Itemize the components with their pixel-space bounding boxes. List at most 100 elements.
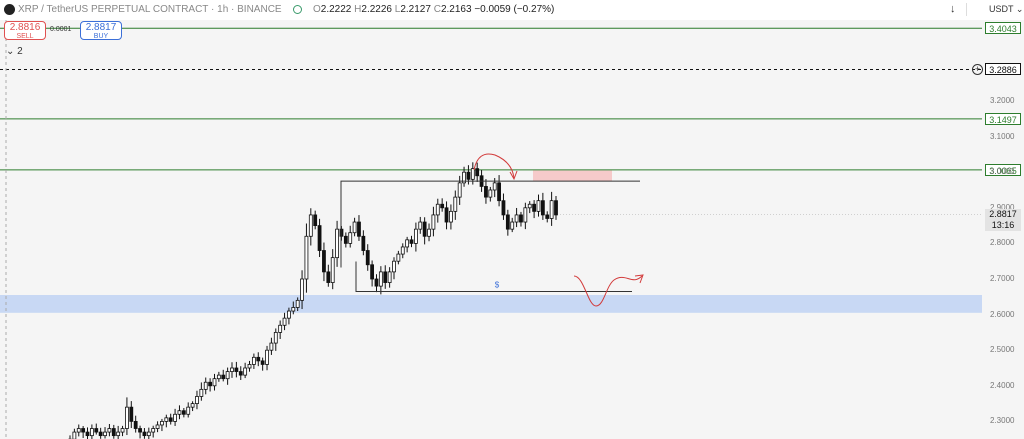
currency-select[interactable]: USDT ⌄: [989, 4, 1024, 14]
candle-body-73: [387, 271, 392, 283]
candle-body-104: [523, 207, 528, 223]
level-label-2[interactable]: 3.1497: [985, 112, 1021, 125]
indicators-toggle[interactable]: ⌄ 2: [6, 46, 23, 57]
projection-path: [573, 275, 643, 307]
candle-body-17: [142, 431, 147, 437]
spread-value: 0.0001: [50, 26, 72, 33]
change-value: −0.0059 (−0.27%): [474, 4, 555, 15]
candle-body-43: [256, 356, 261, 362]
sell-button[interactable]: 2.8816 SELL: [4, 21, 46, 40]
candle-body-20: [155, 424, 160, 429]
sell-price: 2.8816: [9, 22, 41, 33]
projection-arrowhead: [634, 274, 644, 284]
candle-body-60: [330, 257, 335, 283]
candle-body-61: [335, 228, 339, 259]
candle-body-41: [247, 364, 252, 369]
candle-body-5: [89, 428, 94, 437]
candle-body-79: [413, 228, 418, 244]
candle-body-48: [278, 324, 283, 333]
add-alert-icon[interactable]: +: [972, 64, 983, 75]
candle-body-77: [405, 239, 410, 248]
candle-body-37: [230, 367, 234, 372]
candle-body-88: [453, 196, 458, 212]
candle-body-31: [203, 381, 208, 390]
candle-body-76: [400, 246, 405, 255]
candle-body-108: [540, 200, 545, 216]
y-tick-label-7: 2.5000: [990, 345, 1015, 355]
demand-zone: [0, 295, 982, 313]
candle-body-47: [273, 331, 278, 344]
y-tick-label-5: 2.7000: [990, 274, 1015, 283]
candle-body-44: [260, 360, 265, 365]
candle-body-83: [431, 214, 436, 230]
y-tick-label-6: 2.6000: [990, 309, 1015, 319]
candle-body-65: [352, 221, 357, 234]
visibility-icon[interactable]: [293, 5, 302, 14]
candle-body-45: [265, 349, 269, 365]
candle-body-27: [186, 406, 191, 415]
candle-body-58: [322, 250, 326, 273]
symbol-bar: XRP / TetherUS PERPETUAL CONTRACT · 1h ·…: [0, 0, 1024, 20]
high-key: H: [354, 4, 362, 15]
buy-label: BUY: [93, 33, 109, 40]
candle-body-3: [81, 428, 86, 433]
candle-body-28: [190, 403, 195, 408]
candle-body-98: [497, 182, 501, 202]
candle-body-53: [300, 278, 304, 301]
candle-body-18: [146, 431, 151, 437]
candle-body-56: [313, 214, 318, 226]
ohlc-readout: O2.2222 H2.2226 L2.2127 C2.2163 −0.0059 …: [313, 4, 554, 15]
candle-body-13: [125, 406, 129, 429]
candle-body-72: [383, 271, 388, 283]
candle-body-92: [470, 168, 475, 180]
current-price-badge: 2.8817 13:16: [985, 209, 1021, 232]
candle-body-106: [532, 203, 537, 212]
candle-body-52: [295, 299, 300, 308]
symbol-title[interactable]: XRP / TetherUS PERPETUAL CONTRACT · 1h ·…: [18, 4, 282, 15]
y-tick-label-1: 3.1000: [990, 131, 1015, 141]
y-tick-label-8: 2.4000: [990, 380, 1015, 390]
candle-body-16: [138, 428, 142, 433]
candle-body-97: [492, 182, 497, 191]
level-label-0[interactable]: 3.4043: [985, 22, 1021, 35]
sell-label: SELL: [16, 33, 34, 40]
candle-body-32: [208, 381, 213, 387]
currency-label: USDT: [989, 4, 1014, 14]
candle-body-8: [103, 431, 107, 437]
candle-body-109: [545, 214, 550, 219]
candle-body-39: [238, 371, 243, 376]
candle-body-25: [177, 410, 182, 415]
candle-body-67: [361, 235, 366, 251]
download-arrow-icon[interactable]: ↓: [950, 3, 956, 15]
candle-body-85: [440, 203, 445, 209]
supply-zone: [533, 170, 612, 182]
y-tick-label-4: 2.8000: [990, 238, 1015, 248]
close-value: 2.2163: [440, 4, 472, 15]
range-box-top: [340, 180, 640, 268]
candle-body-59: [326, 271, 331, 283]
candle-body-4: [85, 431, 90, 437]
buy-button[interactable]: 2.8817 BUY: [80, 21, 122, 40]
countdown-label: 13:16: [991, 220, 1015, 231]
top-arc-arrowhead: [509, 170, 518, 181]
y-tick-label-0: 3.2000: [990, 96, 1015, 105]
candle-body-21: [160, 420, 164, 426]
candle-body-95: [484, 186, 488, 198]
candle-body-26: [181, 410, 186, 415]
candle-body-19: [151, 428, 156, 433]
candle-body-54: [304, 235, 309, 280]
level-label-1[interactable]: 3.2886: [985, 63, 1021, 76]
candle-body-64: [348, 232, 353, 244]
candle-body-90: [462, 171, 466, 184]
candle-body-69: [370, 264, 375, 280]
candle-body-49: [282, 317, 287, 326]
candle-body-100: [505, 214, 510, 230]
level-label-3[interactable]: 3.0065: [985, 163, 1021, 176]
candle-body-6: [94, 428, 99, 433]
candle-body-40: [243, 367, 248, 376]
candle-body-33: [212, 378, 217, 387]
toolbar-divider: [966, 3, 967, 16]
xrp-logo-icon: [4, 4, 15, 15]
